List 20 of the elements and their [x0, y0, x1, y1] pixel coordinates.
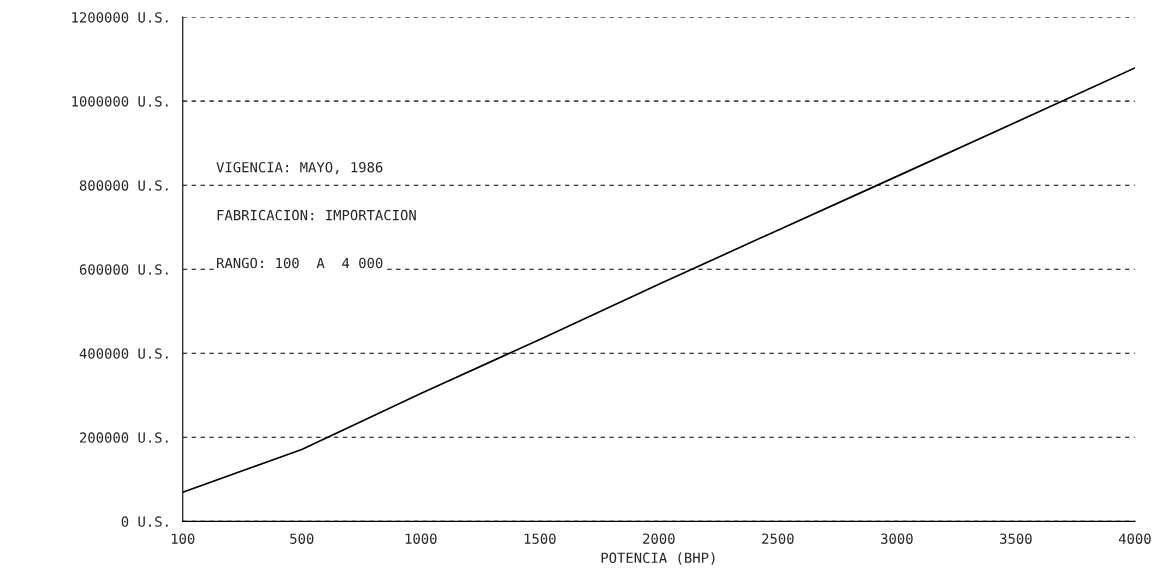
x-tick-label: 2500: [762, 533, 794, 544]
y-tick-label: 200000 U.S.: [80, 432, 168, 443]
x-tick-label: 4000: [1118, 533, 1151, 544]
x-tick-label: 1500: [524, 533, 556, 544]
y-tick-label: 1200000 U.S.: [72, 12, 168, 23]
x-tick-label: 500: [290, 533, 314, 544]
x-tick-label: 1000: [405, 533, 437, 544]
x-tick-label: 2000: [643, 533, 675, 544]
y-tick-label: 800000 U.S.: [79, 180, 168, 191]
x-tick-label: 3000: [881, 533, 913, 544]
x-tick-label: 3500: [1000, 533, 1032, 544]
annotation: VIGENCIA: MAYO, 1986: [216, 161, 383, 175]
annotation: FABRICACION: IMPORTACION: [217, 209, 416, 221]
y-tick-label: 1000000 U.S.: [72, 96, 168, 107]
y-tick-label: 400000 U.S.: [79, 348, 168, 359]
x-tick-label: 100: [171, 533, 195, 544]
x-axis-title: POTENCIA (BHP): [601, 552, 715, 565]
annotation: RANGO: 100 A 4 000: [217, 257, 383, 269]
y-tick-label: 0 U.S.: [121, 516, 168, 527]
y-tick-label: 600000 U.S.: [79, 264, 168, 275]
